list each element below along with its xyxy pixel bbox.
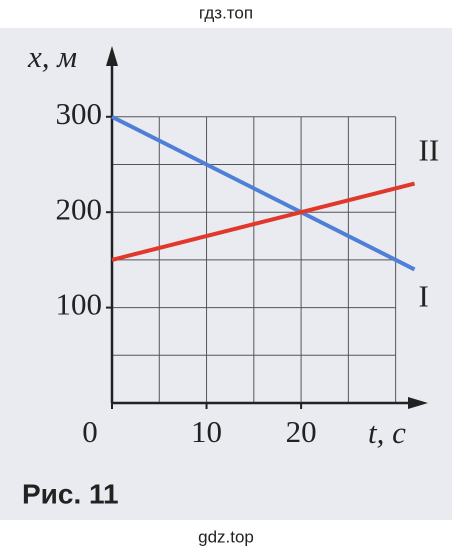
figure-background — [0, 28, 452, 520]
series-line — [111, 114, 416, 272]
header: гдз.топ — [199, 3, 253, 22]
caption: Рис. 11 — [22, 478, 119, 509]
x-tick-label: 10 — [191, 414, 222, 449]
y-tick-label: 300 — [56, 96, 103, 131]
series-label: I — [419, 279, 429, 314]
x-tick-label: 20 — [286, 414, 317, 449]
series-line — [111, 181, 416, 262]
y-axis-arrow — [106, 46, 118, 66]
x-axis-arrow — [408, 397, 428, 409]
series-label: II — [419, 133, 440, 168]
y-tick-label: 200 — [56, 191, 103, 226]
x-axis-label: t, с — [368, 415, 406, 450]
footer: gdz.top — [198, 527, 254, 546]
y-tick-label: 100 — [56, 287, 103, 322]
y-axis-label: x, м — [27, 39, 77, 74]
x-tick-label: 0 — [82, 414, 98, 449]
